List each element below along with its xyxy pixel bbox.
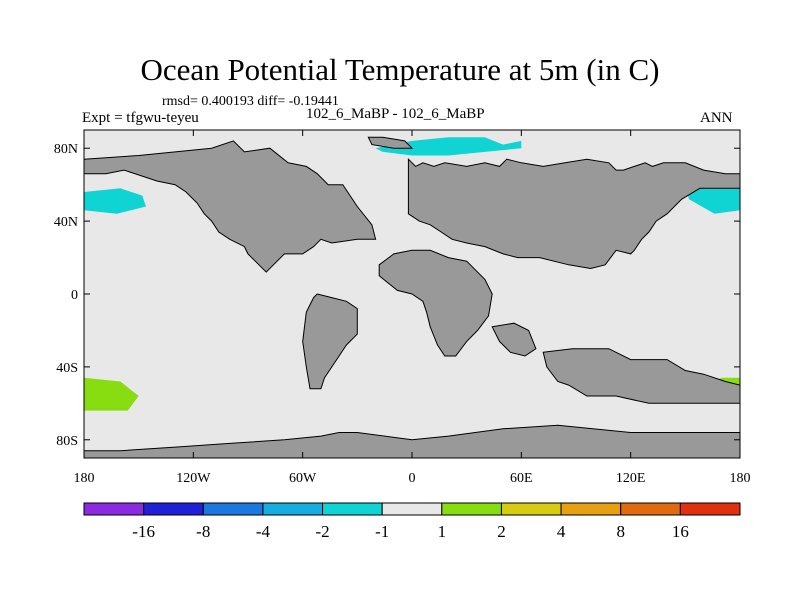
- colorbar-label: 4: [557, 522, 566, 541]
- colorbar-swatch: [83, 502, 145, 516]
- experiment-label: Expt = tfgwu-teyeu: [82, 110, 199, 126]
- x-tick-label: 180: [74, 471, 95, 486]
- colorbar-swatch: [381, 502, 443, 516]
- y-tick-label: 80S: [56, 434, 78, 449]
- stats-text: rmsd= 0.400193 diff= -0.19441: [162, 94, 339, 109]
- anomaly-cyan-north-pacific-west: [84, 188, 146, 214]
- colorbar-label: -16: [132, 522, 155, 541]
- x-tick-label: 60E: [510, 471, 533, 486]
- colorbar-label: -4: [256, 522, 271, 541]
- colorbar-label: -1: [375, 522, 389, 541]
- anomaly-green-south-pacific-west: [84, 377, 139, 411]
- colorbar-swatch: [262, 502, 324, 516]
- colorbar-label: 16: [672, 522, 689, 541]
- colorbar-swatch: [441, 502, 502, 516]
- colorbar-swatch: [202, 502, 264, 516]
- land-greenland-arctic: [367, 136, 414, 149]
- y-tick-label: 80N: [54, 142, 78, 157]
- colorbar-swatch: [322, 502, 383, 516]
- season-label: ANN: [700, 110, 733, 126]
- colorbar-swatch: [679, 502, 741, 516]
- x-tick-label: 120E: [616, 471, 646, 486]
- colorbar: -16 -8 -4 -2 -1 1 2 4 8 16: [83, 502, 741, 541]
- axis-ticks: 180 120W 60W 0 60E 120E 180 80N 40N 0 40S 80S: [54, 130, 751, 486]
- x-tick-label: 0: [409, 471, 416, 486]
- y-tick-label: 40S: [56, 361, 78, 376]
- chart-title: Ocean Potential Temperature at 5m (in C): [140, 52, 660, 87]
- colorbar-label: 8: [616, 522, 625, 541]
- colorbar-swatch: [620, 502, 681, 516]
- colorbar-label: -2: [315, 522, 329, 541]
- land-africa: [378, 249, 493, 357]
- x-tick-label: 60W: [289, 471, 317, 486]
- y-tick-label: 40N: [54, 215, 78, 230]
- colorbar-label: -8: [196, 522, 210, 541]
- x-tick-label: 180: [730, 471, 751, 486]
- land-layer: [83, 136, 741, 459]
- land-south-america: [302, 293, 358, 390]
- land-india: [491, 322, 537, 357]
- y-tick-label: 0: [71, 288, 78, 303]
- colorbar-label: 2: [497, 522, 506, 541]
- colorbar-swatch: [500, 502, 562, 516]
- anomaly-cyan-arctic-central: [375, 137, 522, 156]
- colorbar-swatch: [143, 502, 204, 516]
- colorbar-label: 1: [438, 522, 447, 541]
- land-north-america: [83, 140, 377, 273]
- x-tick-label: 120W: [176, 471, 211, 486]
- cases-label: 102_6_MaBP - 102_6_MaBP: [306, 106, 485, 122]
- colorbar-swatch: [560, 502, 622, 516]
